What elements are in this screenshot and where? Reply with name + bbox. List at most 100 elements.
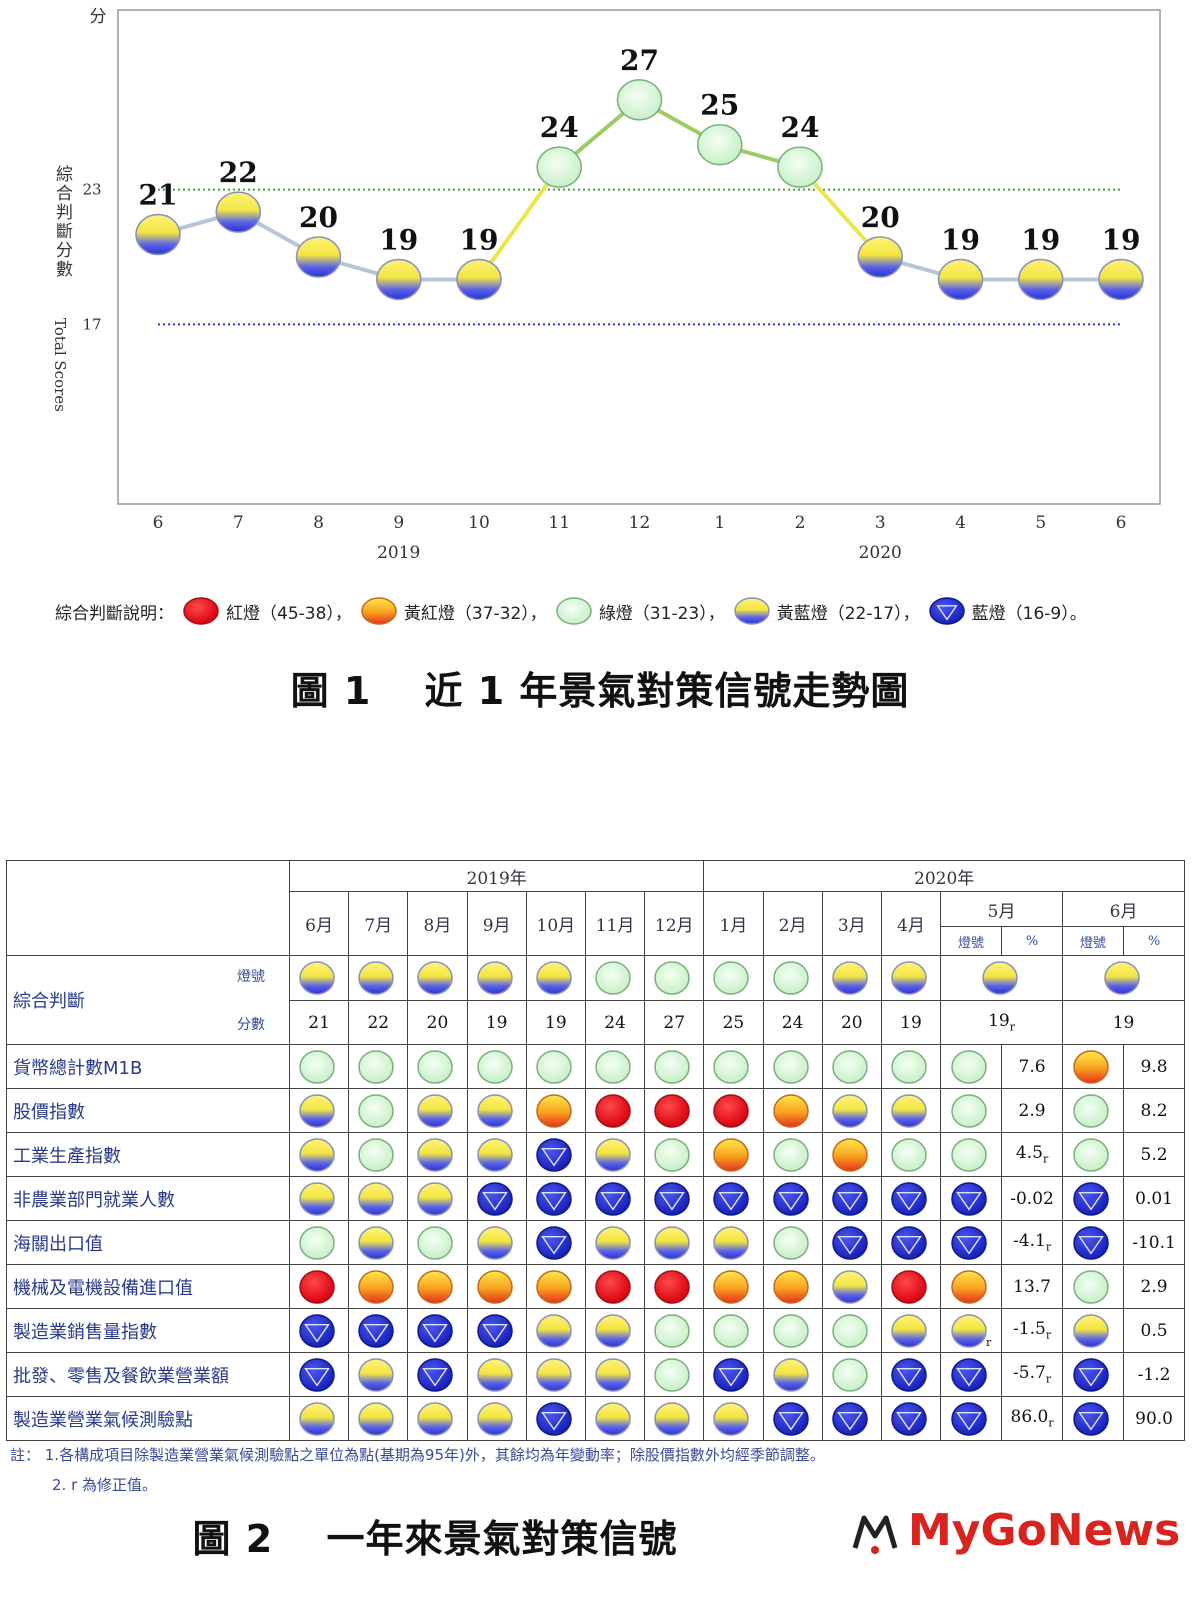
month-header: 10月 [525,891,586,956]
signal-light [772,1049,809,1084]
data-point [456,258,502,301]
light-cell [644,1308,705,1353]
light-cell [525,1264,586,1309]
signal-light [536,1093,572,1128]
signal-light-icon [417,1137,454,1172]
light-cell [1062,1088,1125,1133]
signal-light [981,961,1018,995]
cell-value: -0.02 [1010,1188,1054,1209]
note-1: 註： 1.各構成項目除製造業營業氣候測驗點之單位為點(基期為95年)外，其餘均為… [10,1446,825,1464]
signal-light [951,1093,987,1128]
signal-light [951,1225,987,1260]
signal-light [299,1269,335,1304]
legend-label: 藍燈（16-9）。 [971,603,1087,624]
signal-light [476,1401,513,1436]
revision-mark: r [1009,1020,1016,1034]
signal-light-icon [476,1401,513,1436]
signal-light-icon [476,1137,513,1172]
signal-light [654,1049,690,1084]
signal-light [358,961,395,995]
month-header: 1月 [703,891,764,956]
row-label: 股價指數 [6,1088,290,1133]
x-tick-label: 2 [795,513,806,533]
signal-light-icon [299,1313,335,1348]
month-header: 5月 [940,891,1064,927]
light-cell [348,1176,409,1221]
composite-light-cell [348,955,409,1001]
light-cell [762,1220,823,1265]
light-cell [288,1396,350,1441]
signal-light [951,1401,987,1436]
signal-light [772,1181,809,1216]
composite-light-icon [891,961,927,995]
signal-light-icon [1073,1357,1109,1392]
signal-light [891,1313,927,1348]
light-cell [880,1220,942,1265]
data-label: 19 [379,223,418,256]
light-cell [940,1044,1003,1089]
year-label: 2019 [377,543,420,563]
signal-light-icon [832,1401,868,1436]
signal-light [832,1049,868,1084]
row-label: 製造業營業氣候測驗點 [6,1396,290,1441]
signal-light [595,961,631,995]
x-tick-label: 10 [468,513,490,533]
light-cell [466,1308,527,1353]
light-cell [407,1044,468,1089]
light-cell [525,1308,586,1353]
signal-light-icon [1073,1049,1109,1084]
month-header: 6月 [1062,891,1186,927]
composite-light-cell [525,955,586,1001]
data-point [1018,258,1064,301]
y-unit-label: 分 [90,7,107,27]
light-cell [880,1132,942,1177]
composite-light-cell [703,955,764,1001]
legend-light [928,597,965,625]
signal-light [476,1313,513,1348]
composite-light-icon [1103,961,1140,995]
signal-light-icon [536,1225,572,1260]
signal-light [536,1181,572,1216]
legend-light [183,597,219,625]
signal-light [417,1137,454,1172]
light-cell [762,1308,823,1353]
signal-light [654,1137,690,1172]
signal-light [595,1137,631,1172]
x-tick-label: 8 [313,513,324,533]
signal-light-icon [832,1357,868,1392]
signal-light-icon [832,1181,868,1216]
signal-light [1073,1093,1109,1128]
year-header: 2019年 [288,860,705,892]
legend-label: 紅燈（45-38）， [226,603,352,624]
signal-light [595,1093,631,1128]
composite-light-label: 燈號 [237,969,265,985]
composite-light-cell [466,955,527,1001]
composite-score-cell: 21 [288,1000,350,1045]
legend-swatch-blue-icon [928,597,965,625]
light-cell [288,1352,350,1397]
row-label: 機械及電機設備進口值 [6,1264,290,1309]
signal-light [891,1401,927,1436]
light-cell [348,1308,409,1353]
signal-light [713,1225,750,1260]
signal-light-icon [358,1357,395,1392]
light-cell [466,1044,527,1089]
signal-light-icon [891,1357,927,1392]
light-cell [880,1176,942,1221]
light-cell [940,1220,1003,1265]
signal-light-icon: r [951,1313,992,1349]
signal-light-icon [713,1049,750,1084]
data-point [215,191,261,233]
data-label: 24 [540,111,579,144]
row-label: 批發、零售及餐飲業營業額 [6,1352,290,1397]
light-cell [1062,1352,1125,1397]
signal-light [772,1401,809,1436]
light-cell [1062,1176,1125,1221]
signal-light [772,1137,809,1172]
signal-light-icon [1073,1093,1109,1128]
light-cell [407,1264,468,1309]
signal-light-icon [595,1137,631,1172]
signal-light-icon [358,1093,395,1128]
composite-light-icon [595,961,631,995]
light-cell [466,1088,527,1133]
